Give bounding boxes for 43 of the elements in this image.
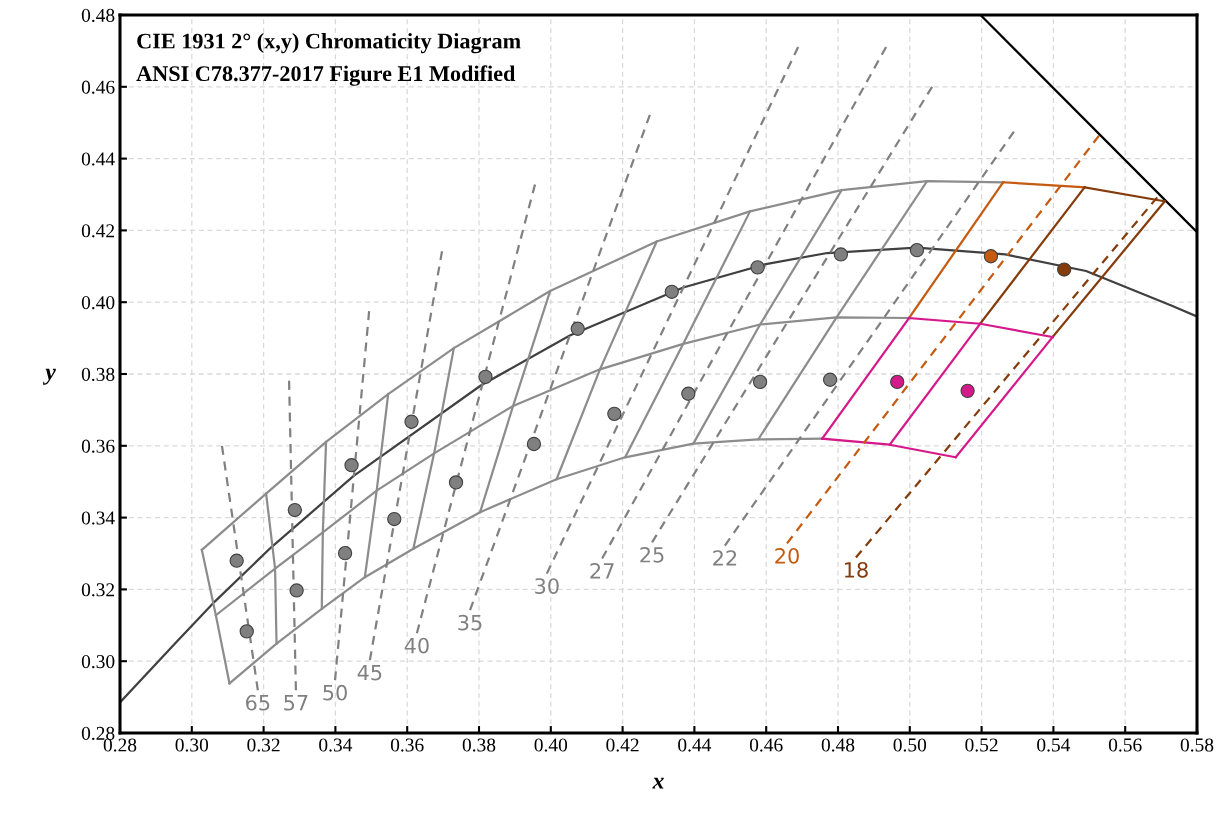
series-label: 50: [323, 684, 347, 701]
y-tick-label: 0.38: [81, 367, 115, 382]
series-label: 18: [844, 561, 868, 578]
x-tick-label: 0.40: [534, 738, 568, 752]
series-label: 65: [246, 694, 270, 711]
x-tick-label: 0.44: [678, 738, 712, 752]
y-tick-label: 0.44: [81, 152, 115, 166]
series-label: 25: [640, 546, 664, 563]
y-tick-label: 0.28: [81, 726, 115, 741]
y-tick-label: 0.30: [81, 655, 115, 669]
x-tick-label: 0.52: [965, 738, 998, 752]
x-tick-label: 0.36: [390, 738, 424, 752]
y-tick-label: 0.46: [81, 80, 115, 94]
series-label: 40: [404, 637, 429, 654]
series-label: 57: [284, 695, 308, 711]
x-tick-label: 0.58: [1180, 738, 1214, 752]
y-tick-label: 0.36: [81, 439, 115, 453]
y-tick-label: 0.42: [81, 224, 115, 238]
y-tick-label: 0.48: [81, 8, 115, 23]
x-tick-label: 0.54: [1037, 738, 1071, 752]
y-axis-title: y: [42, 368, 56, 385]
x-tick-label: 0.46: [749, 738, 783, 752]
y-tick-label: 0.34: [81, 511, 115, 525]
x-tick-label: 0.34: [319, 738, 353, 752]
y-tick-label: 0.40: [81, 296, 115, 310]
series-label: 22: [713, 550, 737, 566]
x-tick-label: 0.30: [175, 738, 209, 752]
x-axis-title: x: [652, 777, 664, 789]
series-label: 45: [357, 664, 382, 681]
series-label: 35: [458, 614, 482, 631]
annotation: ANSI C78.377-2017 Figure E1 Modified: [136, 65, 516, 86]
x-tick-label: 0.50: [893, 738, 927, 752]
x-tick-label: 0.48: [821, 738, 855, 752]
y-tick-label: 0.32: [81, 583, 115, 597]
x-tick-label: 0.56: [1108, 738, 1142, 752]
x-tick-label: 0.38: [462, 738, 496, 752]
x-tick-label: 0.32: [247, 738, 280, 752]
series-label: 27: [590, 563, 614, 579]
x-tick-label: 0.42: [606, 738, 639, 752]
x-tick-label: 0.28: [103, 738, 137, 752]
series-label: 30: [535, 578, 559, 594]
series-label: 20: [775, 547, 799, 564]
annotation: CIE 1931 2° (x,y) Chromaticity Diagram: [137, 32, 521, 54]
